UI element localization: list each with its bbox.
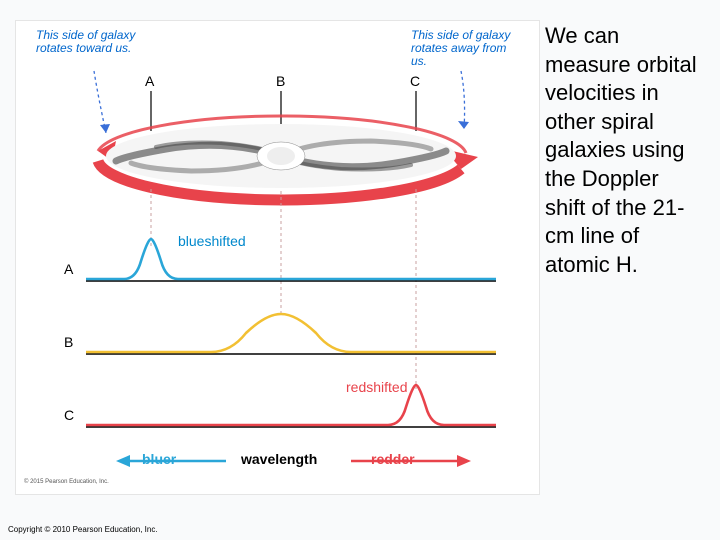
- diagram-svg: [16, 21, 541, 496]
- spectrum-A: [86, 239, 496, 281]
- footer-copyright: Copyright © 2010 Pearson Education, Inc.: [8, 525, 158, 534]
- doppler-diagram: This side of galaxy rotates toward us. T…: [15, 20, 540, 495]
- redshifted-label: redshifted: [346, 379, 407, 395]
- pointer-A-label: A: [145, 73, 154, 89]
- axis-redder: redder: [371, 451, 415, 467]
- inner-copyright: © 2015 Pearson Education, Inc.: [24, 479, 109, 485]
- leader-right: [461, 71, 465, 129]
- row-C-label: C: [64, 407, 74, 423]
- leader-left: [94, 71, 106, 133]
- spiral-galaxy: [106, 124, 456, 188]
- spectrum-C: [86, 385, 496, 427]
- axis-wavelength: wavelength: [241, 451, 317, 467]
- leader-left-arrowhead: [100, 124, 110, 133]
- pointer-C-label: C: [410, 73, 420, 89]
- spectrum-B: [86, 314, 496, 354]
- leader-right-arrowhead: [458, 121, 469, 129]
- row-A-label: A: [64, 261, 73, 277]
- axis-bluer: bluer: [142, 451, 176, 467]
- pointer-B-label: B: [276, 73, 285, 89]
- row-B-label: B: [64, 334, 73, 350]
- explanation-text: We can measure orbital velocities in oth…: [545, 22, 705, 279]
- blueshifted-label: blueshifted: [178, 233, 246, 249]
